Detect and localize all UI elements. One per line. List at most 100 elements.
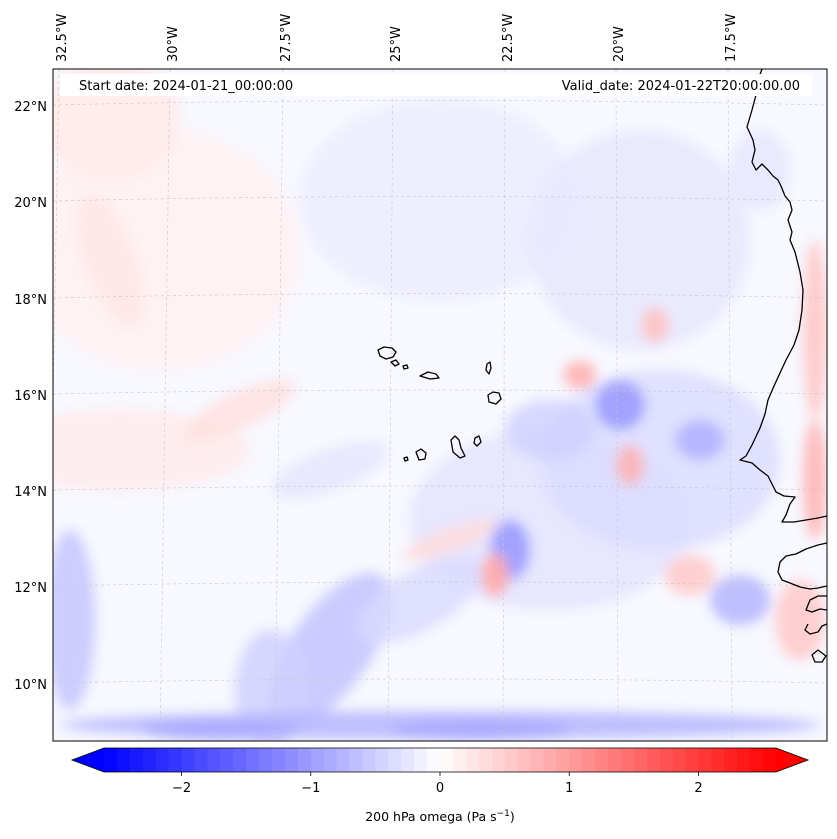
lon-label-32-5w: 32.5°W	[55, 14, 70, 62]
meridian-20w	[615, 69, 619, 741]
colorbar-tick-label: 1	[565, 781, 573, 796]
colorbar-label: 200 hPa omega (Pa s−1)	[365, 809, 515, 824]
colorbar-swatch	[724, 748, 738, 772]
lon-label-17-5w: 17.5°W	[724, 14, 739, 62]
header-strip	[60, 74, 812, 96]
colorbar-swatch	[659, 748, 674, 772]
bissagos-islands	[804, 623, 827, 635]
santiago-island	[450, 435, 466, 459]
colorbar-extend-min	[72, 748, 104, 772]
lat-label-18n: 18°N	[14, 293, 47, 308]
santo-antao-island	[377, 346, 397, 360]
lat-label-12n: 12°N	[14, 581, 47, 596]
colorbar-swatch	[155, 748, 170, 772]
start-date-label: Start date: 2024-01-21_00:00:00	[79, 79, 293, 94]
colorbar-swatch	[427, 748, 441, 772]
parallel-10n	[53, 678, 827, 684]
colorbar-swatch	[595, 748, 609, 772]
colorbar-swatch	[168, 748, 183, 772]
lon-label-30w: 30°W	[166, 26, 181, 62]
colorbar-swatch	[142, 748, 157, 772]
colorbar-tick-label: 2	[694, 781, 702, 796]
colorbar-swatch	[633, 748, 648, 772]
meridian-25w	[387, 69, 394, 741]
guinea-island	[811, 649, 827, 663]
colorbar-swatch	[491, 748, 506, 772]
colorbar-swatch	[620, 748, 635, 772]
colorbar-swatch	[763, 748, 777, 772]
brava-island	[403, 456, 409, 462]
guinea-coastline	[805, 595, 827, 613]
colorbar-swatch	[349, 748, 364, 772]
colorbar-swatch	[478, 748, 493, 772]
colorbar-ticks: −2 −1 0 1 2	[172, 772, 703, 796]
valid-date-label: Valid_date: 2024-01-22T20:00:00.00	[562, 79, 800, 94]
colorbar-swatch	[207, 748, 221, 772]
colorbar-label-end: )	[510, 809, 515, 824]
colorbar-swatch	[711, 748, 725, 772]
colorbar-swatch	[297, 748, 312, 772]
maio-island	[473, 435, 482, 447]
colorbar-tick-label: −1	[301, 781, 320, 796]
colorbar-swatch	[530, 748, 544, 772]
lat-label-14n: 14°N	[14, 485, 47, 500]
lat-label-16n: 16°N	[14, 389, 47, 404]
colorbar-label-main: 200 hPa omega (Pa s	[365, 809, 496, 824]
sao-nicolau-island	[419, 371, 440, 380]
colorbar-swatch	[504, 748, 519, 772]
colorbar-swatch	[310, 748, 325, 772]
colorbar-swatch	[608, 748, 622, 772]
colorbar-swatch	[388, 748, 402, 772]
colorbar-swatch	[698, 748, 712, 772]
sal-island	[485, 361, 492, 375]
colorbar-swatch	[233, 748, 247, 772]
colorbar-swatch	[116, 748, 131, 772]
parallel-20n	[53, 196, 827, 202]
latitude-labels: 22°N 20°N 18°N 16°N 14°N 12°N 10°N	[14, 100, 47, 693]
colorbar-swatch	[375, 748, 389, 772]
colorbar-swatch	[259, 748, 273, 772]
colorbar-swatch	[517, 748, 532, 772]
colorbar-swatch	[543, 748, 557, 772]
lon-label-22-5w: 22.5°W	[501, 14, 516, 62]
gridlines	[53, 69, 827, 741]
colorbar-swatch	[465, 748, 480, 772]
parallel-22n	[53, 100, 827, 106]
colorbar-outline	[70, 747, 810, 773]
omega-field	[53, 69, 827, 741]
parallel-16n	[53, 389, 827, 395]
colorbar-swatch	[246, 748, 260, 772]
colorbar-label-sup: −1	[497, 809, 510, 819]
parallel-14n	[53, 485, 827, 491]
colorbar-swatch	[336, 748, 351, 772]
gambia-coastline	[777, 542, 827, 590]
colorbar-swatch	[272, 748, 286, 772]
meridian-17-5w	[727, 69, 733, 741]
colorbar-swatch	[582, 748, 596, 772]
meridian-30w	[159, 69, 171, 741]
coastlines	[377, 69, 827, 663]
colorbar-swatch	[284, 748, 299, 772]
colorbar-swatch	[556, 748, 570, 772]
colorbar-swatch	[569, 748, 583, 772]
colorbar-swatch	[452, 748, 467, 772]
map-frame	[52, 68, 828, 742]
africa-coastline	[739, 69, 827, 523]
colorbar-swatch	[685, 748, 700, 772]
santa-luzia-island	[402, 364, 409, 370]
colorbar-swatch	[401, 748, 415, 772]
colorbar-swatch	[414, 748, 428, 772]
parallel-12n	[53, 581, 827, 587]
map-panel	[53, 69, 827, 741]
colorbar-swatch	[181, 748, 196, 772]
colorbar-tick-label: 0	[436, 781, 444, 796]
longitude-labels: 32.5°W 30°W 27.5°W 25°W 22.5°W 20°W 17.5…	[55, 14, 739, 62]
colorbar-swatch	[440, 748, 454, 772]
lat-label-20n: 20°N	[14, 196, 47, 211]
lon-label-27-5w: 27.5°W	[279, 14, 294, 62]
colorbar-swatches	[104, 748, 777, 772]
colorbar-swatch	[194, 748, 208, 772]
colorbar-swatch	[646, 748, 661, 772]
colorbar-extend-max	[776, 748, 808, 772]
